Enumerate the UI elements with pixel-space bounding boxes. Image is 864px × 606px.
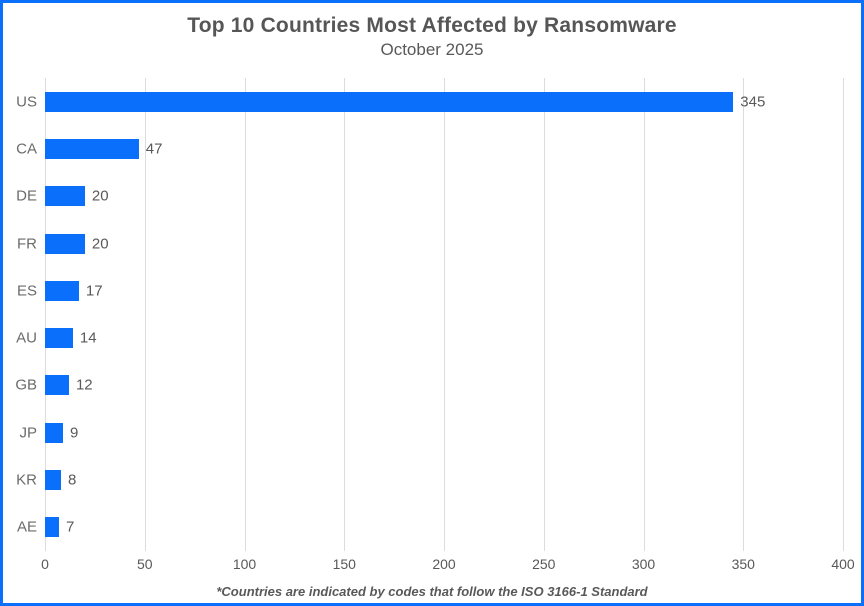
bar-row: FR 20 <box>17 220 843 267</box>
category-label: FR <box>17 235 37 253</box>
value-label: 14 <box>79 329 97 347</box>
value-label: 17 <box>85 282 103 300</box>
x-tick-label: 100 <box>232 556 257 572</box>
value-label: 12 <box>75 376 93 394</box>
x-tick-label: 300 <box>631 556 656 572</box>
value-label: 20 <box>91 187 109 205</box>
x-tick-label: 350 <box>731 556 755 572</box>
gridline-50 <box>144 78 146 551</box>
plot-area: US 345 CA 47 DE 20 FR 20 ES 17 AU 14 GB 12 JP 9 KR 8 AE 7 <box>15 78 844 551</box>
bar-row: ES 17 <box>17 267 843 314</box>
footnote: *Countries are indicated by codes that f… <box>216 584 648 599</box>
category-label: DE <box>16 187 37 205</box>
gridline-250 <box>543 78 545 551</box>
x-axis: 0 50 100 150 200 250 300 350 400 <box>41 556 855 574</box>
category-label: AU <box>16 329 37 347</box>
category-label: AE <box>16 518 37 536</box>
chart-subtitle: October 2025 <box>380 40 484 59</box>
bar <box>45 517 59 538</box>
x-tick-label: 400 <box>831 556 855 572</box>
bar-row: GB 12 <box>15 362 843 409</box>
bar <box>45 470 61 491</box>
bar-row: JP 9 <box>19 409 843 456</box>
value-label: 8 <box>67 471 77 489</box>
bar <box>45 328 73 349</box>
category-label: ES <box>16 282 37 300</box>
x-tick-label: 200 <box>432 556 456 572</box>
chart-title: Top 10 Countries Most Affected by Ransom… <box>187 14 677 37</box>
bar-row: US 345 <box>16 78 843 125</box>
bar-row: CA 47 <box>16 125 843 172</box>
gridline-0 <box>45 78 46 551</box>
x-tick-label: 150 <box>332 556 356 572</box>
bar <box>45 186 85 207</box>
category-label: KR <box>16 471 37 489</box>
bar <box>45 375 69 396</box>
x-tick-label: 0 <box>41 556 49 572</box>
category-label: GB <box>15 376 37 394</box>
bar <box>45 138 139 159</box>
gridline-200 <box>444 78 445 551</box>
value-label: 9 <box>69 424 79 442</box>
bar <box>45 233 85 254</box>
value-label: 7 <box>65 518 75 536</box>
bar-row: DE 20 <box>16 173 843 220</box>
category-label: CA <box>16 140 37 158</box>
gridline-150 <box>344 78 346 551</box>
bar-row: AU 14 <box>16 314 843 361</box>
gridline-100 <box>244 78 246 551</box>
bar-row: KR 8 <box>16 456 843 503</box>
bar <box>45 91 734 112</box>
bar-rows: US 345 CA 47 DE 20 FR 20 ES 17 AU 14 GB 12 JP 9 KR 8 AE 7 <box>15 78 843 551</box>
value-label: 20 <box>91 235 109 253</box>
gridline-350 <box>743 78 745 551</box>
gridline-300 <box>643 78 645 551</box>
value-label: 345 <box>740 93 766 111</box>
bar <box>45 280 79 301</box>
category-label: US <box>16 93 37 111</box>
category-label: JP <box>19 424 37 442</box>
bar-row: AE 7 <box>17 504 843 551</box>
gridline-400 <box>843 78 844 551</box>
x-tick-label: 250 <box>532 556 556 572</box>
x-tick-label: 50 <box>136 556 153 572</box>
value-label: 47 <box>145 140 163 158</box>
bar <box>45 422 63 443</box>
